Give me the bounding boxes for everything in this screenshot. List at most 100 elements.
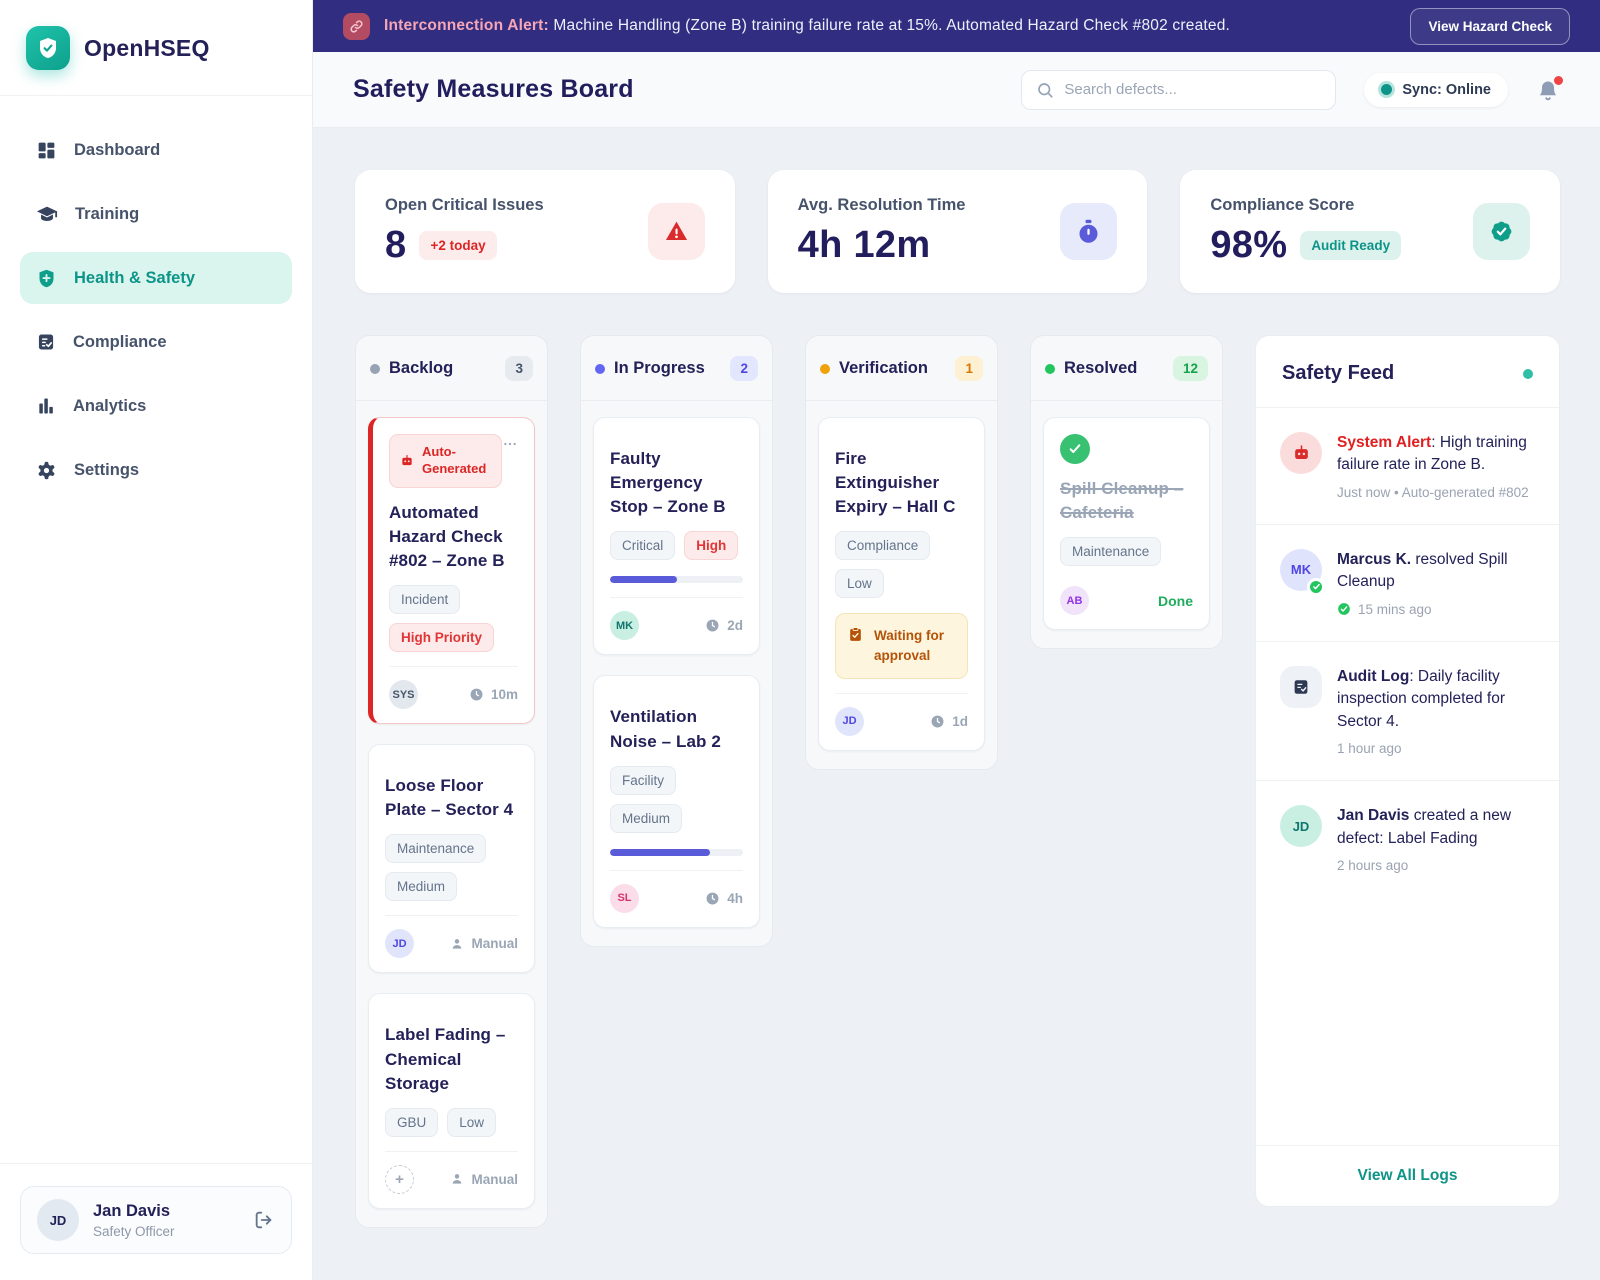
column-count-badge: 1 — [955, 356, 983, 381]
feed-item-audit-log[interactable]: Audit Log: Daily facility inspection com… — [1256, 642, 1559, 782]
logout-icon[interactable] — [253, 1209, 275, 1231]
kanban-board: Backlog 3 Auto-Generated — [355, 335, 1560, 1228]
user-card[interactable]: JD Jan Davis Safety Officer — [20, 1186, 292, 1254]
column-title: In Progress — [614, 359, 705, 377]
card-title: Automated Hazard Check #802 – Zone B — [389, 502, 505, 571]
feed-item-resolved[interactable]: MK Marcus K. resolved Spill Cleanup 15 m… — [1256, 525, 1559, 642]
sidebar-item-dashboard[interactable]: Dashboard — [20, 124, 292, 176]
kpi-label: Compliance Score — [1210, 196, 1355, 214]
column-count-badge: 12 — [1172, 356, 1208, 381]
card-title: Loose Floor Plate – Sector 4 — [385, 776, 514, 820]
sidebar-item-label: Dashboard — [74, 140, 161, 159]
assignee-avatar: SL — [610, 883, 639, 913]
link-icon — [343, 12, 370, 40]
card-title: Ventilation Noise – Lab 2 — [610, 707, 721, 751]
kanban-card-fire-extinguisher-expiry[interactable]: Fire Extinguisher Expiry – Hall C Compli… — [818, 417, 985, 751]
tag: Medium — [610, 803, 683, 833]
clock-icon — [705, 618, 720, 633]
card-source: Manual — [471, 936, 518, 952]
sidebar-nav: Dashboard Training Health & Safety Compl… — [0, 96, 312, 496]
alert-triangle-icon — [647, 203, 705, 260]
kanban-card-loose-floor-plate[interactable]: Loose Floor Plate – Sector 4 Maintenance… — [368, 744, 535, 974]
notification-dot — [1554, 75, 1563, 85]
banner-message: Interconnection Alert: Machine Handling … — [384, 17, 1231, 34]
kanban-card-label-fading[interactable]: Label Fading – Chemical Storage GBU Low … — [368, 993, 535, 1209]
sidebar-item-label: Health & Safety — [74, 268, 196, 287]
avatar: JD — [1280, 805, 1322, 848]
sidebar-item-settings[interactable]: Settings — [20, 444, 292, 496]
feed-item-system-alert[interactable]: System Alert: High training failure rate… — [1256, 408, 1559, 525]
card-title: Label Fading – Chemical Storage — [385, 1025, 506, 1093]
avatar: JD — [37, 1199, 79, 1241]
sidebar-item-label: Settings — [74, 460, 140, 479]
feed-title: Safety Feed — [1282, 362, 1395, 384]
view-all-logs-button[interactable]: View All Logs — [1357, 1167, 1458, 1184]
tag: Maintenance — [1060, 537, 1162, 567]
clipboard-check-icon — [847, 626, 864, 643]
tag-high: High — [684, 531, 739, 561]
sync-status-label: Sync: Online — [1402, 81, 1491, 98]
column-count-badge: 2 — [730, 356, 758, 381]
stopwatch-icon — [1060, 203, 1118, 260]
brand-name: OpenHSEQ — [84, 34, 210, 61]
card-menu-icon[interactable] — [502, 434, 518, 452]
view-hazard-check-button[interactable]: View Hazard Check — [1410, 7, 1570, 45]
column-title: Backlog — [389, 359, 454, 377]
status-dot — [820, 363, 830, 374]
card-age: 4h — [727, 890, 743, 906]
status-dot — [595, 363, 605, 374]
kanban-card-ventilation-noise[interactable]: Ventilation Noise – Lab 2 Facility Mediu… — [593, 675, 760, 928]
dashboard-icon — [36, 140, 57, 161]
tag: GBU — [385, 1107, 439, 1137]
openhseq-logo-shield-check-icon — [26, 26, 70, 70]
search-input-wrap — [1021, 69, 1337, 110]
content: Open Critical Issues 8 +2 today Avg. Res… — [313, 128, 1600, 1280]
kanban-card-faulty-emergency-stop[interactable]: Faulty Emergency Stop – Zone B Critical … — [593, 417, 760, 656]
kpi-label: Open Critical Issues — [385, 196, 544, 214]
sidebar-item-compliance[interactable]: Compliance — [20, 316, 292, 368]
bar-chart-icon — [36, 396, 56, 416]
kpi-value: 98% — [1210, 224, 1288, 266]
kpi-value: 4h 12m — [797, 224, 931, 266]
search-input[interactable] — [1064, 81, 1322, 98]
kpi-avg-resolution-time: Avg. Resolution Time 4h 12m — [767, 170, 1148, 293]
done-label: Done — [1158, 592, 1193, 609]
notifications-button[interactable] — [1536, 75, 1563, 102]
sidebar-item-health-safety[interactable]: Health & Safety — [20, 252, 292, 304]
kanban-card-spill-cleanup[interactable]: Spill Cleanup – Cafeteria Maintenance AB… — [1043, 417, 1210, 631]
waiting-for-approval-note: Waiting for approval — [835, 613, 968, 679]
kanban-card-automated-hazard-check[interactable]: Auto-Generated Automated Hazard Check #8… — [368, 417, 535, 725]
sidebar-item-label: Analytics — [73, 396, 147, 415]
robot-icon — [1280, 432, 1322, 474]
status-dot — [1045, 363, 1055, 374]
card-title: Spill Cleanup – Cafeteria — [1060, 479, 1184, 523]
auto-generated-badge: Auto-Generated — [389, 434, 502, 488]
card-age: 1d — [952, 713, 968, 729]
feed-item-new-defect[interactable]: JD Jan Davis created a new defect: Label… — [1256, 781, 1559, 897]
topbar: Safety Measures Board Sync: Online — [313, 52, 1600, 128]
card-age: 10m — [490, 687, 518, 703]
user-role: Safety Officer — [93, 1223, 175, 1239]
sidebar-item-training[interactable]: Training — [20, 188, 292, 240]
clock-icon — [705, 891, 720, 906]
feed-actor: Marcus K. — [1337, 550, 1412, 568]
tag: Compliance — [835, 531, 931, 561]
tag-high-priority: High Priority — [389, 623, 495, 653]
user-name: Jan Davis — [93, 1201, 171, 1220]
sync-status-pill[interactable]: Sync: Online — [1364, 72, 1508, 107]
sidebar-item-label: Compliance — [73, 332, 167, 351]
kpi-compliance-score: Compliance Score 98% Audit Ready — [1180, 170, 1561, 293]
feed-actor: Audit Log — [1337, 667, 1410, 685]
tag: Incident — [389, 585, 461, 615]
sync-online-dot — [1381, 84, 1393, 95]
clipboard-check-icon — [36, 332, 56, 352]
interconnection-alert-banner: Interconnection Alert: Machine Handling … — [313, 0, 1600, 52]
sidebar-item-analytics[interactable]: Analytics — [20, 380, 292, 432]
assignee-avatar: JD — [385, 929, 414, 959]
assign-plus-button[interactable]: + — [385, 1164, 414, 1194]
assignee-avatar: JD — [835, 706, 864, 736]
kpi-open-critical-issues: Open Critical Issues 8 +2 today — [355, 170, 735, 293]
kpi-value: 8 — [385, 224, 407, 266]
feed-meta: Just now • Auto-generated #802 — [1337, 484, 1529, 500]
safety-feed-panel: Safety Feed System Alert: High training … — [1255, 335, 1560, 1207]
